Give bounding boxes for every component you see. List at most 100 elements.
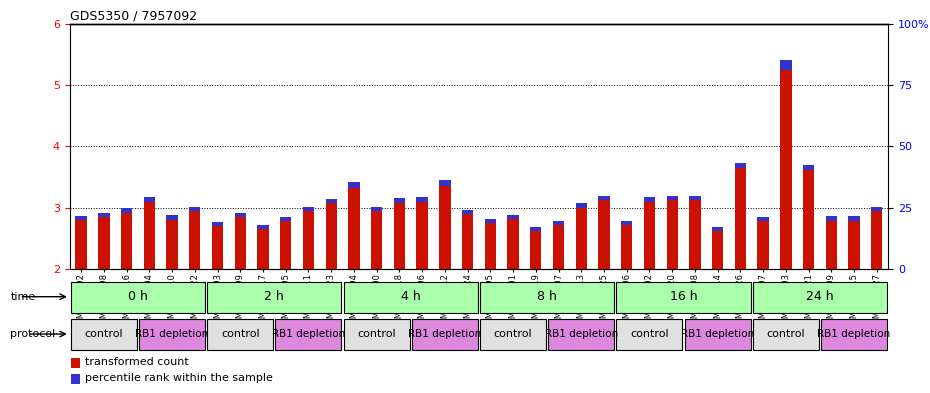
Bar [735, 163, 746, 168]
Text: transformed count: transformed count [85, 357, 189, 367]
Text: control: control [357, 329, 396, 339]
Bar [234, 217, 246, 269]
FancyBboxPatch shape [71, 281, 205, 313]
Bar [826, 217, 837, 221]
Bar [393, 203, 405, 269]
Bar [280, 217, 291, 221]
Bar [667, 200, 678, 269]
Bar [780, 60, 791, 70]
Bar [508, 219, 519, 269]
Bar [552, 221, 565, 225]
FancyBboxPatch shape [412, 319, 478, 350]
Bar [780, 70, 791, 269]
Bar [757, 221, 769, 269]
Bar [826, 221, 837, 269]
Bar [258, 225, 269, 229]
Bar [644, 197, 655, 202]
Bar [757, 217, 769, 221]
Text: control: control [494, 329, 532, 339]
FancyBboxPatch shape [753, 281, 887, 313]
FancyBboxPatch shape [684, 319, 751, 350]
Bar [803, 170, 815, 269]
Bar [439, 186, 450, 269]
Bar [712, 227, 724, 231]
Bar [71, 374, 80, 384]
Text: RB1 depletion: RB1 depletion [408, 329, 482, 339]
FancyBboxPatch shape [275, 319, 341, 350]
FancyBboxPatch shape [753, 319, 818, 350]
Text: 24 h: 24 h [806, 290, 834, 303]
Bar [871, 211, 883, 269]
Bar [621, 225, 632, 269]
FancyBboxPatch shape [207, 319, 273, 350]
Text: protocol: protocol [10, 329, 56, 339]
Bar [280, 221, 291, 269]
Text: 2 h: 2 h [264, 290, 285, 303]
Bar [689, 200, 700, 269]
FancyBboxPatch shape [344, 281, 478, 313]
Bar [871, 207, 883, 211]
Bar [348, 182, 360, 188]
Bar [303, 207, 314, 211]
Bar [485, 223, 496, 269]
FancyBboxPatch shape [549, 319, 614, 350]
Text: 16 h: 16 h [670, 290, 698, 303]
Text: RB1 depletion: RB1 depletion [545, 329, 618, 339]
FancyBboxPatch shape [480, 319, 546, 350]
Text: RB1 depletion: RB1 depletion [681, 329, 754, 339]
Text: RB1 depletion: RB1 depletion [272, 329, 345, 339]
Bar [735, 168, 746, 269]
Bar [848, 221, 859, 269]
Bar [439, 180, 450, 186]
Bar [121, 208, 132, 213]
Bar [99, 213, 110, 217]
Bar [598, 200, 610, 269]
Text: RB1 depletion: RB1 depletion [817, 329, 891, 339]
Bar [326, 203, 337, 269]
Bar [667, 195, 678, 200]
Text: RB1 depletion: RB1 depletion [136, 329, 208, 339]
Bar [166, 215, 178, 220]
Bar [417, 197, 428, 202]
Bar [644, 202, 655, 269]
Bar [621, 221, 632, 225]
Bar [712, 231, 724, 269]
Bar [99, 217, 110, 269]
Bar [576, 203, 587, 208]
Text: control: control [766, 329, 805, 339]
Text: GDS5350 / 7957092: GDS5350 / 7957092 [70, 9, 197, 22]
Bar [189, 207, 201, 211]
Bar [576, 208, 587, 269]
Bar [143, 197, 155, 202]
Text: 0 h: 0 h [128, 290, 148, 303]
Bar [75, 216, 86, 220]
Bar [417, 202, 428, 269]
Bar [143, 202, 155, 269]
Text: 4 h: 4 h [401, 290, 420, 303]
Bar [371, 211, 382, 269]
Bar [75, 220, 86, 269]
Bar [71, 358, 80, 368]
Text: percentile rank within the sample: percentile rank within the sample [85, 373, 273, 383]
Bar [803, 165, 815, 170]
FancyBboxPatch shape [207, 281, 341, 313]
Bar [348, 188, 360, 269]
Bar [848, 217, 859, 221]
Bar [508, 215, 519, 219]
Bar [212, 226, 223, 269]
Bar [121, 213, 132, 269]
Bar [689, 195, 700, 200]
Bar [166, 220, 178, 269]
Text: 8 h: 8 h [538, 290, 557, 303]
Bar [552, 225, 565, 269]
Text: control: control [85, 329, 123, 339]
Bar [462, 214, 473, 269]
Bar [189, 211, 201, 269]
FancyBboxPatch shape [480, 281, 614, 313]
Bar [393, 198, 405, 203]
Bar [212, 222, 223, 226]
Text: control: control [221, 329, 259, 339]
Bar [258, 229, 269, 269]
Bar [530, 227, 541, 231]
FancyBboxPatch shape [344, 319, 409, 350]
